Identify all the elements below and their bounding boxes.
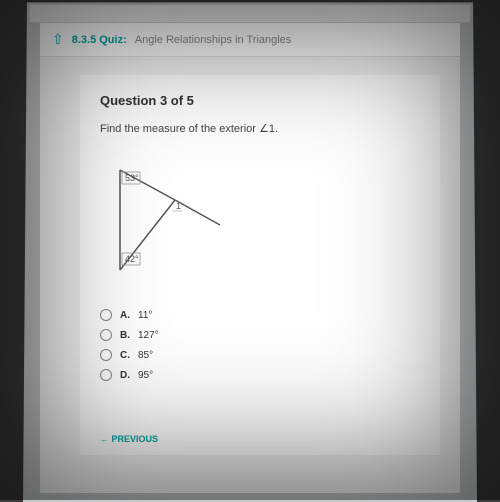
browser-chrome — [30, 5, 470, 23]
angle-bottom-label: 42° — [125, 254, 139, 264]
content-area: ⇧ 8.3.5 Quiz: Angle Relationships in Tri… — [40, 23, 460, 493]
back-arrow-icon[interactable]: ⇧ — [52, 31, 64, 48]
question-prompt: Find the measure of the exterior ∠1. — [100, 122, 420, 135]
answer-option-a[interactable]: A. 11° — [100, 305, 420, 325]
answer-value: 85° — [138, 350, 153, 361]
angle-1-label: 1 — [176, 201, 181, 211]
question-number: Question 3 of 5 — [100, 93, 420, 108]
answer-value: 95° — [138, 370, 153, 381]
radio-icon — [100, 309, 112, 321]
answer-letter: C. — [120, 350, 130, 361]
answer-letter: B. — [120, 330, 130, 341]
answer-option-b[interactable]: B. 127° — [100, 325, 420, 345]
quiz-name: Angle Relationships in Triangles — [135, 34, 292, 46]
nav-footer: ← PREVIOUS — [100, 429, 158, 447]
quiz-header: ⇧ 8.3.5 Quiz: Angle Relationships in Tri… — [40, 23, 460, 57]
answer-option-c[interactable]: C. 85° — [100, 345, 420, 365]
previous-button[interactable]: ← PREVIOUS — [100, 434, 158, 444]
answer-value: 127° — [138, 330, 159, 341]
radio-icon — [100, 329, 112, 341]
answer-value: 11° — [138, 310, 152, 321]
radio-icon — [100, 349, 112, 361]
quiz-number: 8.3.5 Quiz: — [72, 34, 127, 46]
radio-icon — [100, 369, 112, 381]
triangle-diagram: 53° 42° 1 — [100, 155, 420, 285]
answer-letter: A. — [120, 310, 130, 321]
angle-top-label: 53° — [125, 173, 139, 183]
answer-option-d[interactable]: D. 95° — [100, 365, 420, 385]
answer-letter: D. — [120, 370, 130, 381]
question-card: Question 3 of 5 Find the measure of the … — [80, 75, 440, 455]
answer-options: A. 11° B. 127° C. 85° D. 95° — [100, 305, 420, 385]
